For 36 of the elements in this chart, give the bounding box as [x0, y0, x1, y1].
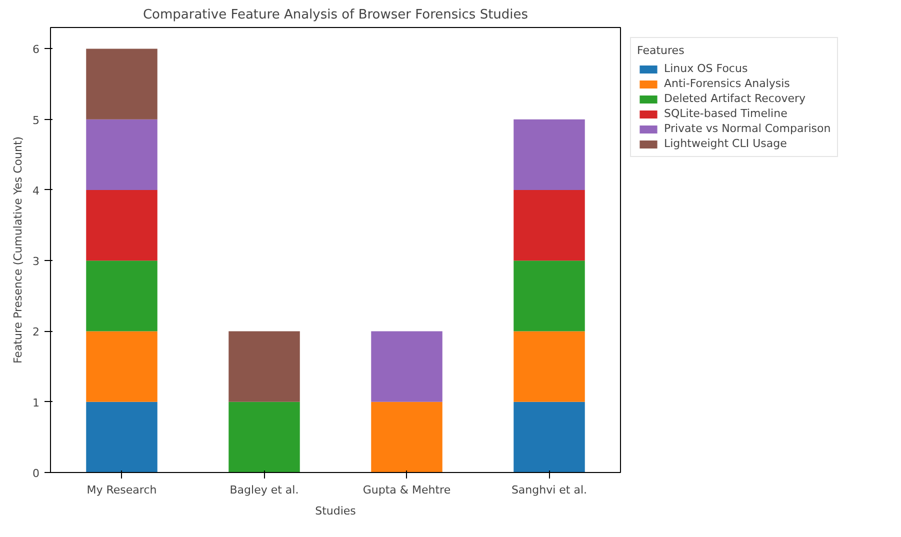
chart-title: Comparative Feature Analysis of Browser Forensics Studies: [142, 8, 528, 22]
y-tick-label: 4: [32, 184, 40, 198]
bar: [514, 190, 585, 261]
bar: [371, 331, 442, 402]
bar: [86, 190, 158, 261]
y-tick-label: 2: [32, 326, 40, 339]
legend-label: Linux OS Focus: [664, 62, 748, 75]
bar: [86, 331, 158, 402]
x-axis-title: Studies: [315, 504, 356, 518]
legend-label: Anti-Forensics Analysis: [664, 77, 790, 90]
y-tick-label: 6: [32, 43, 40, 56]
bar: [514, 402, 585, 472]
bar: [86, 48, 158, 120]
bar: [86, 119, 158, 190]
legend-title: Features: [637, 44, 686, 57]
bar: [514, 331, 585, 402]
x-tick-label: Sanghvi et al.: [511, 484, 588, 496]
y-axis-title: Feature Presence (Cumulative Yes Count): [12, 136, 24, 364]
bar: [371, 402, 442, 472]
legend-label: SQLite-based Timeline: [664, 107, 788, 120]
y-tick-label: 1: [32, 396, 40, 410]
legend-label: Lightweight CLI Usage: [664, 137, 787, 150]
bar: [228, 402, 300, 472]
bar: [514, 260, 585, 332]
bar: [228, 331, 300, 402]
x-tick-label: Bagley et al.: [230, 484, 299, 496]
bar: [514, 119, 585, 190]
bar: [86, 402, 158, 472]
legend-label: Deleted Artifact Recovery: [664, 92, 806, 105]
legend-label: Private vs Normal Comparison: [664, 122, 831, 135]
x-tick-label: My Research: [86, 484, 157, 496]
x-tick-label: Gupta & Mehtre: [362, 484, 451, 496]
bar: [86, 260, 158, 332]
y-tick-label: 5: [32, 114, 40, 127]
y-tick-label: 0: [32, 467, 40, 480]
y-tick-label: 3: [32, 255, 40, 268]
